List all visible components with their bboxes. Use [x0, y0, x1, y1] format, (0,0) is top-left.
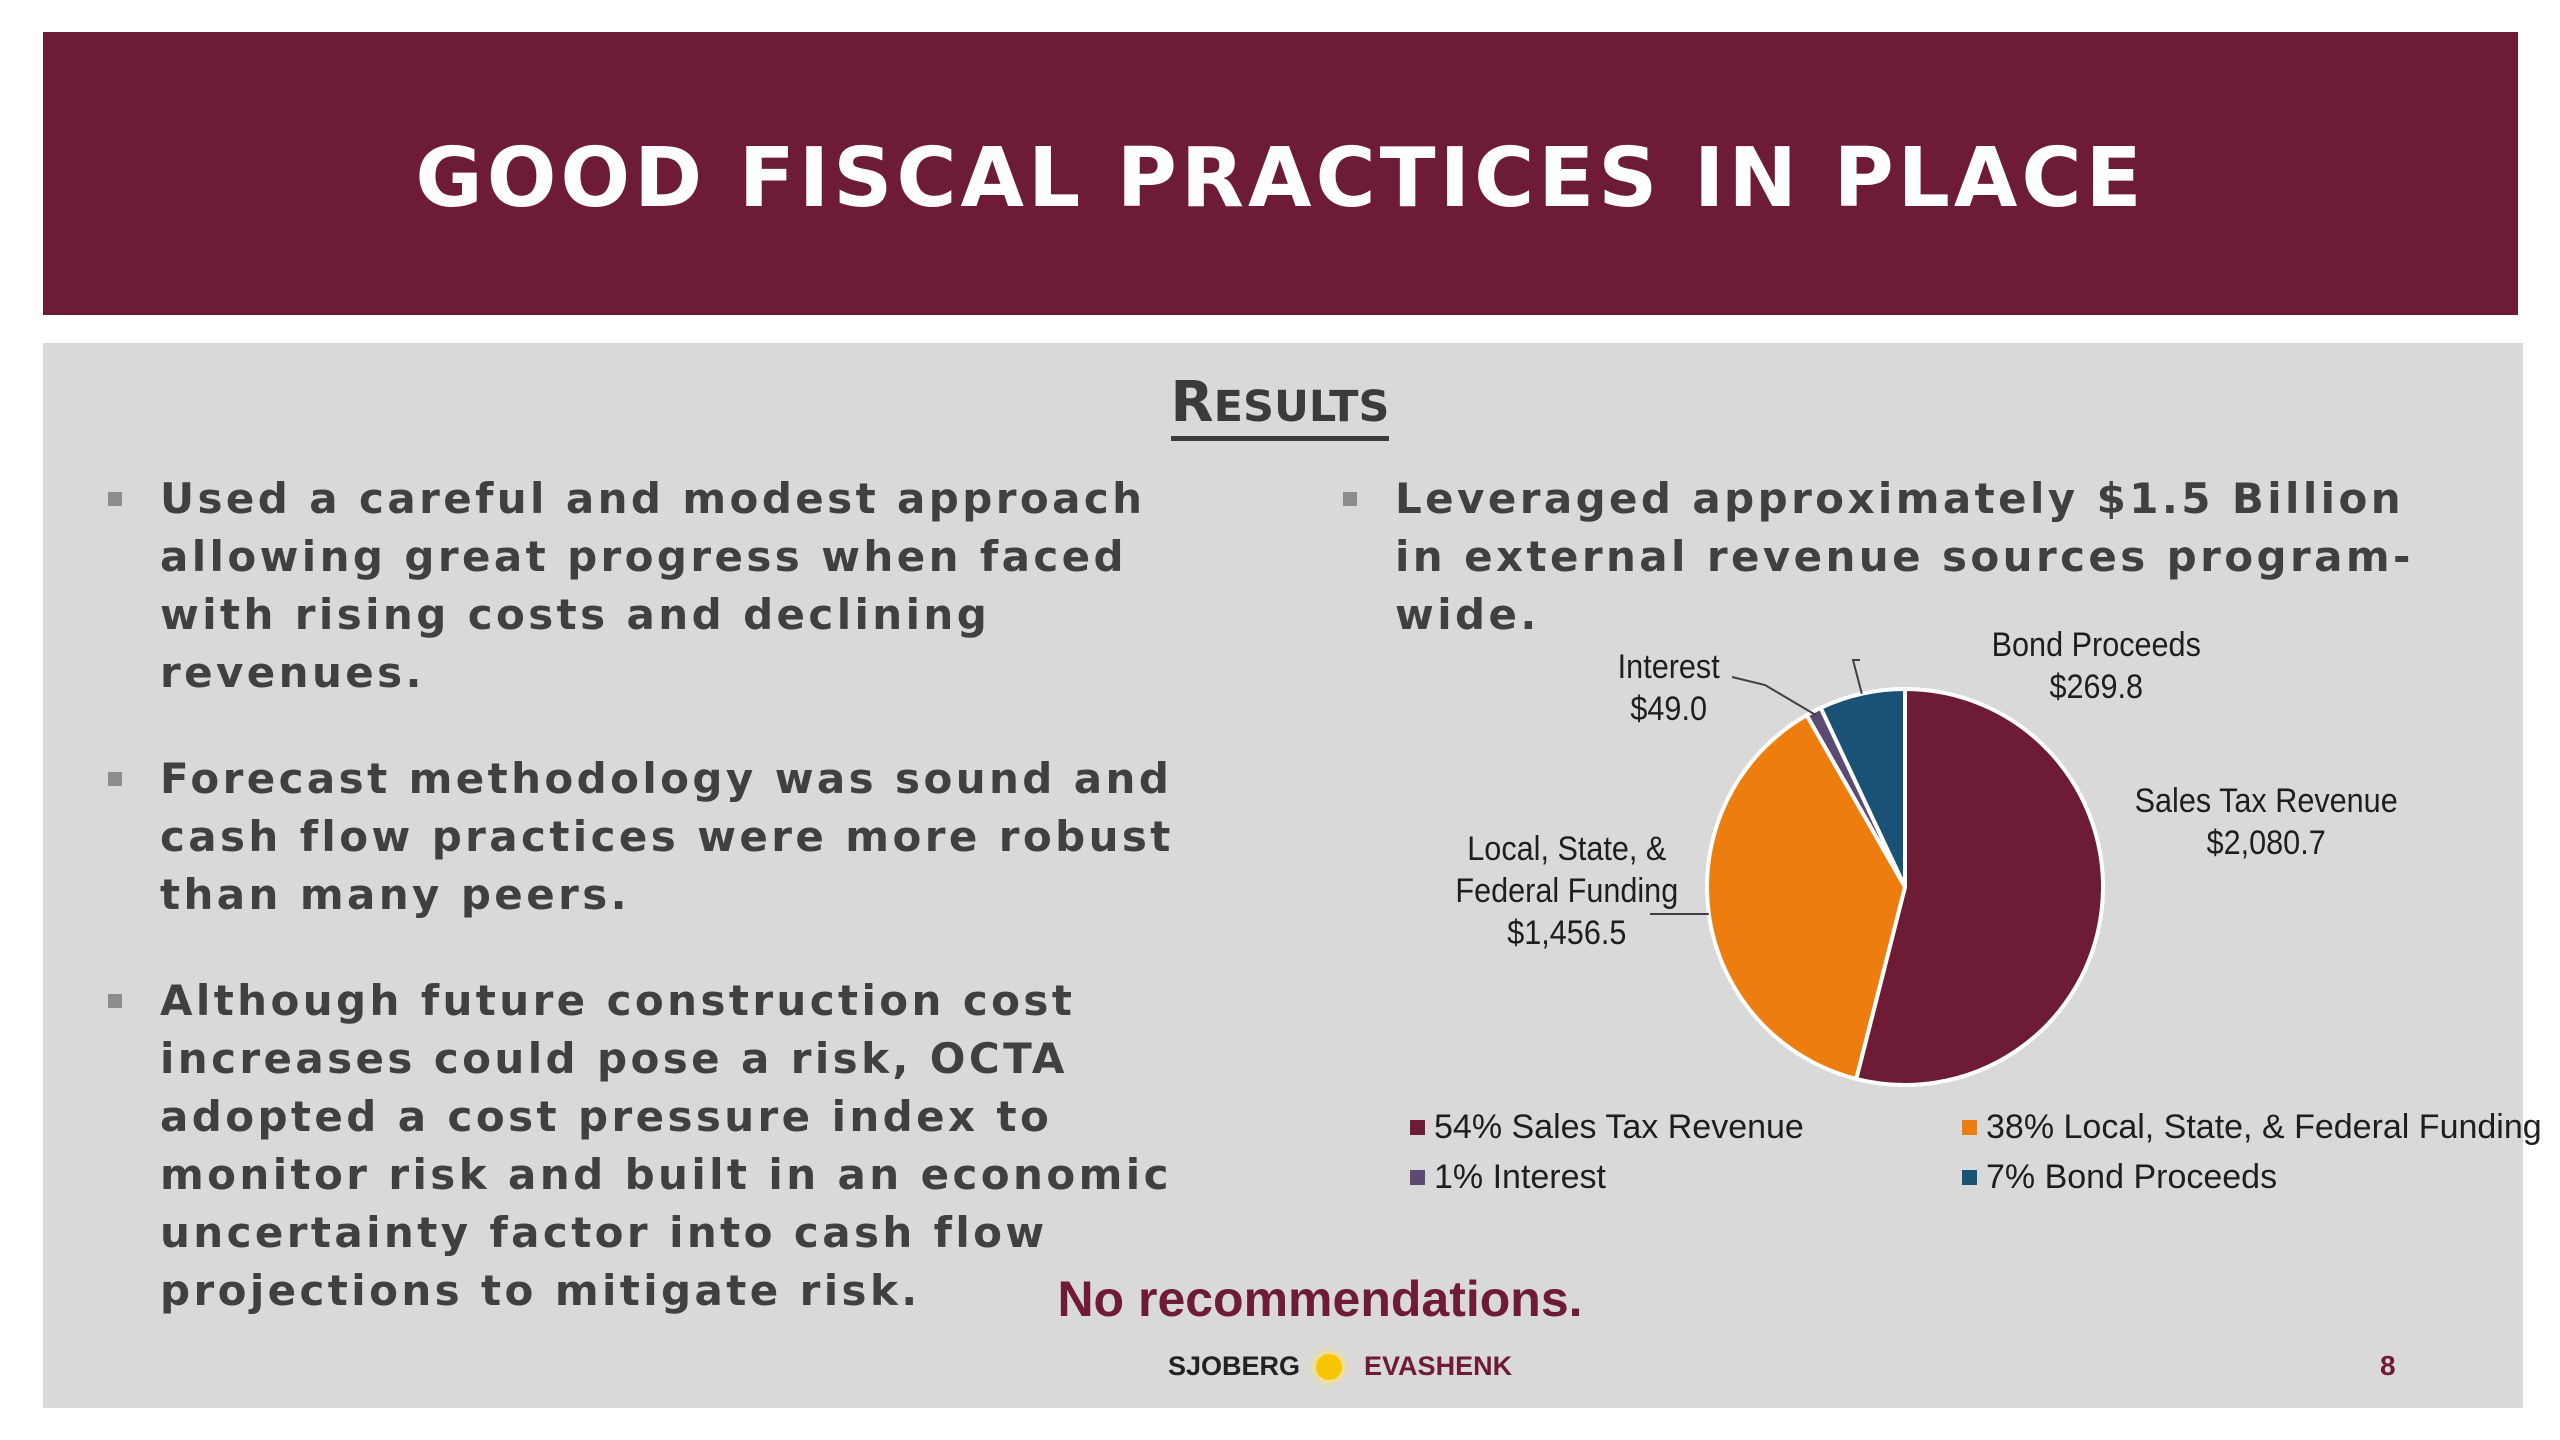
footer-logo: SJOBERG EVASHENK	[1168, 1351, 1512, 1382]
bullet-marker	[108, 772, 122, 786]
legend-label: 38% Local, State, & Federal Funding	[1986, 1108, 2542, 1146]
legend-label: 7% Bond Proceeds	[1986, 1158, 2278, 1196]
bullet-text: Leveraged approximately $1.5 Billion in …	[1395, 474, 2414, 639]
slice-label-line: $1,456.5	[1507, 914, 1627, 952]
legend-swatch	[1962, 1120, 1977, 1135]
slice-label-sales-tax: Sales Tax Revenue $2,080.7	[2135, 780, 2398, 864]
legend-label: 54% Sales Tax Revenue	[1434, 1108, 1804, 1146]
section-heading-text: RESULTS	[1170, 370, 1390, 441]
slice-label-line: Local, State, &	[1467, 830, 1667, 868]
pie-chart-svg	[1650, 659, 2105, 1087]
legend-label: 1% Interest	[1434, 1158, 1606, 1196]
slice-label-local-state-federal: Local, State, & Federal Funding $1,456.5	[1455, 828, 1678, 954]
slice-label-line: Federal Funding	[1455, 872, 1679, 910]
bullet-marker	[108, 994, 122, 1008]
logo-text-left: SJOBERG	[1168, 1351, 1301, 1381]
conclusion-text: No recommendations.	[1057, 1271, 1583, 1327]
bullet-marker	[108, 492, 122, 506]
left-bullet-list: Used a careful and modest approach allow…	[100, 470, 1240, 1368]
bullet-item: Leveraged approximately $1.5 Billion in …	[1335, 470, 2455, 644]
bullet-text: Although future construction cost increa…	[160, 976, 1172, 1315]
slice-label-bond-proceeds: Bond Proceeds $269.8	[1992, 624, 2201, 708]
legend-item-interest: 1% Interest	[1410, 1158, 1606, 1197]
legend-swatch	[1962, 1170, 1977, 1185]
legend-swatch	[1410, 1120, 1425, 1135]
logo-text-right: EVASHENK	[1364, 1351, 1513, 1381]
bullet-marker	[1343, 492, 1357, 506]
pie-slice-local-state-federal-funding	[1705, 712, 1908, 1082]
slice-label-line: $49.0	[1630, 690, 1707, 728]
section-heading: RESULTS	[0, 370, 2560, 441]
slice-label-line: Bond Proceeds	[1991, 626, 2201, 664]
bullet-item: Used a careful and modest approach allow…	[100, 470, 1240, 702]
legend-swatch	[1410, 1170, 1425, 1185]
bullet-item: Forecast methodology was sound and cash …	[100, 750, 1240, 924]
sun-icon	[1316, 1353, 1343, 1380]
legend-item-bond-proceeds: 7% Bond Proceeds	[1962, 1158, 2277, 1197]
page-number: 8	[2380, 1350, 2396, 1381]
content-panel	[43, 343, 2523, 1408]
title-bar: GOOD FISCAL PRACTICES IN PLACE	[43, 32, 2518, 315]
section-heading-rest: ESULTS	[1213, 382, 1390, 432]
revenue-pie-chart: Sales Tax Revenue $2,080.7 Local, State,…	[1380, 610, 2480, 1115]
pie-slice-bond-proceeds	[1818, 686, 1907, 888]
legend-item-sales-tax: 54% Sales Tax Revenue	[1410, 1108, 1804, 1147]
right-bullet-list: Leveraged approximately $1.5 Billion in …	[1335, 470, 2455, 692]
bullet-item: Although future construction cost increa…	[100, 972, 1240, 1320]
slice-label-line: Interest	[1617, 648, 1720, 686]
bullet-text: Used a careful and modest approach allow…	[160, 474, 1146, 697]
slice-label-line: $269.8	[2049, 668, 2144, 706]
leader-line-interest	[1731, 676, 1816, 716]
bullet-text: Forecast methodology was sound and cash …	[160, 754, 1174, 919]
slice-label-interest: Interest $49.0	[1618, 646, 1720, 730]
leader-line-bond-proceeds	[1851, 659, 1863, 695]
slide-title: GOOD FISCAL PRACTICES IN PLACE	[415, 131, 2146, 226]
slice-label-line: Sales Tax Revenue	[2134, 782, 2398, 820]
pie-slice-sales-tax-revenue	[1853, 686, 2105, 1087]
section-heading-initial: R	[1170, 370, 1214, 435]
slice-label-line: $2,080.7	[2206, 824, 2326, 862]
legend-item-local-state-federal: 38% Local, State, & Federal Funding	[1962, 1108, 2542, 1147]
